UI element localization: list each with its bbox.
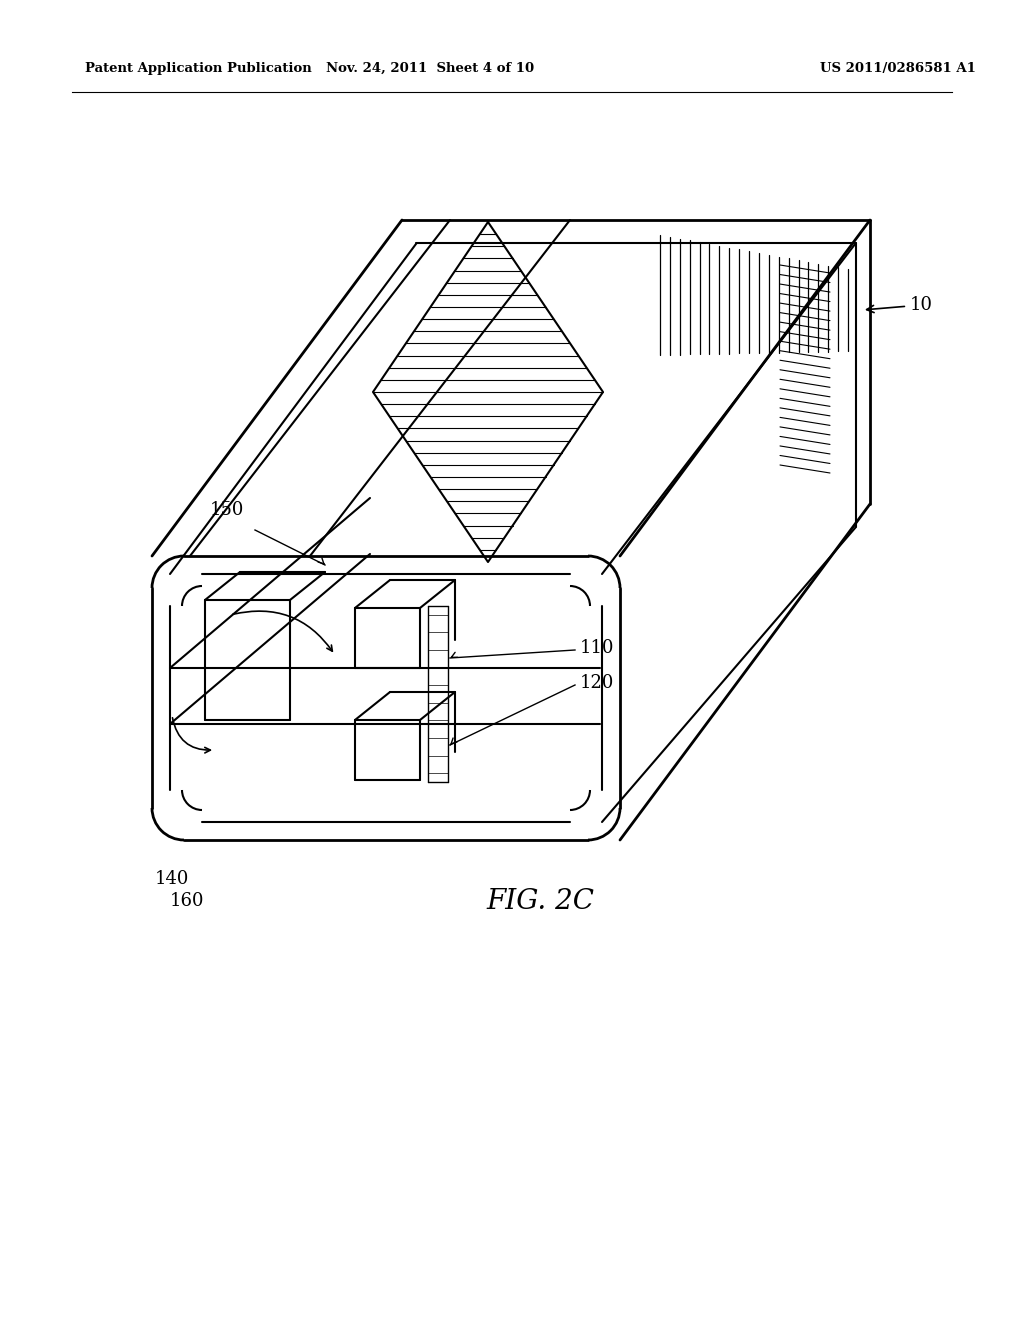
Text: 110: 110 [580, 639, 614, 657]
Text: 10: 10 [866, 296, 933, 314]
Text: 150: 150 [210, 502, 245, 519]
Text: 160: 160 [170, 892, 205, 909]
Text: US 2011/0286581 A1: US 2011/0286581 A1 [820, 62, 976, 75]
Text: 120: 120 [580, 675, 614, 692]
Text: Nov. 24, 2011  Sheet 4 of 10: Nov. 24, 2011 Sheet 4 of 10 [326, 62, 535, 75]
Text: 140: 140 [155, 870, 189, 888]
Text: Patent Application Publication: Patent Application Publication [85, 62, 311, 75]
Text: FIG. 2C: FIG. 2C [486, 888, 594, 915]
